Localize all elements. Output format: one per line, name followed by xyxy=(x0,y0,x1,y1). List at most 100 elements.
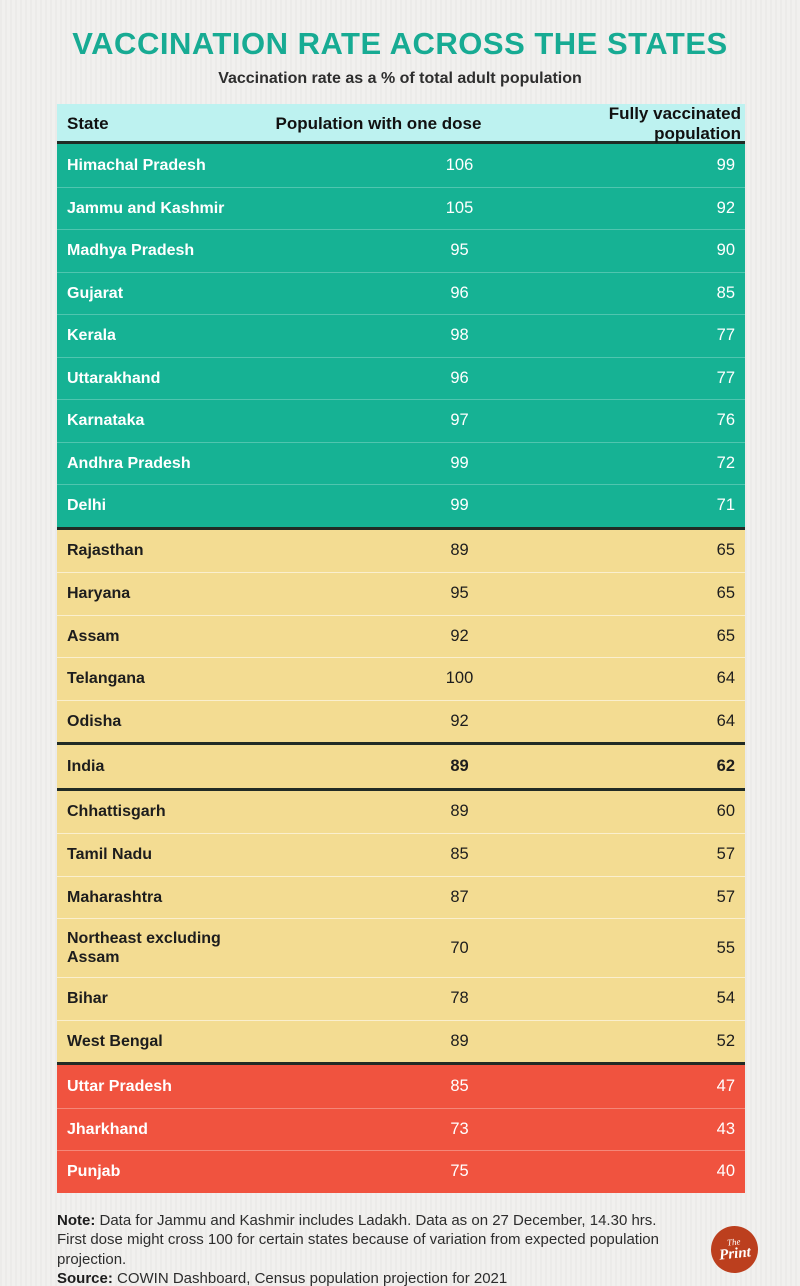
one-dose-value-cell: 95 xyxy=(450,584,469,603)
fully-vaccinated-value-cell: 55 xyxy=(716,938,735,957)
table-body: Himachal Pradesh 106 99 Jammu and Kashmir 10… xyxy=(57,141,745,1193)
one-dose-value-cell: 106 xyxy=(445,155,474,174)
state-name-cell: Jharkhand xyxy=(67,1120,148,1138)
state-name-cell: Tamil Nadu xyxy=(67,846,153,864)
logo-text-print: Print xyxy=(718,1243,752,1264)
table-row: Uttarakhand 96 77 xyxy=(57,356,745,399)
one-dose-value-cell: 96 xyxy=(450,368,469,387)
one-dose-value-cell: 99 xyxy=(450,453,469,472)
table-row: Assam 92 65 xyxy=(57,614,745,657)
fully-vaccinated-value-cell: 90 xyxy=(716,241,735,260)
fully-vaccinated-value-cell: 43 xyxy=(716,1119,735,1138)
fully-vaccinated-value-cell: 64 xyxy=(716,711,735,730)
one-dose-value-cell: 70 xyxy=(450,938,469,957)
state-name-cell: Bihar xyxy=(67,990,108,1008)
table-section-low-red: Uttar Pradesh 85 47 Jharkhand 73 43 Punjab 75 40 xyxy=(57,1062,745,1193)
fully-vaccinated-value-cell: 64 xyxy=(716,669,735,688)
table-row: Northeast excluding Assam 70 55 xyxy=(57,918,745,977)
state-name-cell: Telangana xyxy=(67,670,145,688)
state-name-cell: Karnataka xyxy=(67,412,145,430)
fully-vaccinated-value-cell: 71 xyxy=(716,496,735,515)
table-header: State Population with one dose Fully vac… xyxy=(57,104,745,143)
one-dose-value-cell: 85 xyxy=(450,1076,469,1095)
column-header-fully-vaccinated: Fully vaccinated population xyxy=(608,104,741,143)
fully-vaccinated-value-cell: 60 xyxy=(716,802,735,821)
state-name-cell: West Bengal xyxy=(67,1032,163,1050)
table-row: Haryana 95 65 xyxy=(57,572,745,615)
state-name-cell: Himachal Pradesh xyxy=(67,156,206,174)
table-row: Himachal Pradesh 106 99 xyxy=(57,144,745,187)
state-name-cell: Maharashtra xyxy=(67,888,163,906)
state-name-cell: India xyxy=(67,757,105,775)
table-row: Andhra Pradesh 99 72 xyxy=(57,441,745,484)
table-section-mid-yellow-lower: Chhattisgarh 89 60 Tamil Nadu 85 57 Maharashtr… xyxy=(57,787,745,1062)
table-section-high-teal: Himachal Pradesh 106 99 Jammu and Kashmir 10… xyxy=(57,141,745,527)
note-label: Note: xyxy=(57,1211,96,1229)
table-row: Bihar 78 54 xyxy=(57,977,745,1020)
state-name-cell: Rajasthan xyxy=(67,542,144,560)
table-row: Maharashtra 87 57 xyxy=(57,875,745,918)
table-row: Kerala 98 77 xyxy=(57,314,745,357)
fully-vaccinated-value-cell: 72 xyxy=(716,453,735,472)
table-row: Odisha 92 64 xyxy=(57,699,745,742)
footer: Note: Data for Jammu and Kashmir include… xyxy=(57,1211,761,1286)
state-name-cell: Chhattisgarh xyxy=(67,803,166,821)
fully-vaccinated-value-cell: 57 xyxy=(716,887,735,906)
state-name-cell: Madhya Pradesh xyxy=(67,242,195,260)
fully-vaccinated-value-cell: 65 xyxy=(716,541,735,560)
state-name-cell: Uttarakhand xyxy=(67,369,161,387)
state-name-cell: Odisha xyxy=(67,712,122,730)
table-row: India 89 62 xyxy=(57,745,745,788)
page-subtitle: Vaccination rate as a % of total adult p… xyxy=(218,70,582,87)
fully-vaccinated-value-cell: 65 xyxy=(716,626,735,645)
table-row: Madhya Pradesh 95 90 xyxy=(57,229,745,272)
fully-vaccinated-value-cell: 47 xyxy=(716,1076,735,1095)
state-name-cell: Kerala xyxy=(67,327,116,345)
one-dose-value-cell: 100 xyxy=(445,669,474,688)
state-name-cell: Jammu and Kashmir xyxy=(67,199,225,217)
fully-vaccinated-value-cell: 77 xyxy=(716,368,735,387)
one-dose-value-cell: 78 xyxy=(450,989,469,1008)
table-row: West Bengal 89 52 xyxy=(57,1019,745,1062)
state-name-cell: Andhra Pradesh xyxy=(67,454,191,472)
table-row: Rajasthan 89 65 xyxy=(57,529,745,572)
column-header-state: State xyxy=(67,114,109,133)
fully-vaccinated-value-cell: 40 xyxy=(716,1162,735,1181)
fully-vaccinated-value-cell: 62 xyxy=(716,756,735,775)
one-dose-value-cell: 73 xyxy=(450,1119,469,1138)
table-row: Telangana 100 64 xyxy=(57,657,745,700)
theprint-logo: The Print xyxy=(708,1223,761,1276)
one-dose-value-cell: 98 xyxy=(450,326,469,345)
one-dose-value-cell: 92 xyxy=(450,711,469,730)
table-row: Punjab 75 40 xyxy=(57,1150,745,1193)
one-dose-value-cell: 75 xyxy=(450,1162,469,1181)
one-dose-value-cell: 95 xyxy=(450,241,469,260)
table-row: Jharkhand 73 43 xyxy=(57,1107,745,1150)
fully-vaccinated-value-cell: 77 xyxy=(716,326,735,345)
one-dose-value-cell: 92 xyxy=(450,626,469,645)
table-row: Karnataka 97 76 xyxy=(57,399,745,442)
table-row: Tamil Nadu 85 57 xyxy=(57,833,745,876)
one-dose-value-cell: 89 xyxy=(450,756,469,775)
table-section-mid-yellow-upper: Rajasthan 89 65 Haryana 95 65 Assam 92 65 Telanga… xyxy=(57,526,745,742)
fully-vaccinated-value-cell: 54 xyxy=(716,989,735,1008)
one-dose-value-cell: 99 xyxy=(450,496,469,515)
state-name-cell: Haryana xyxy=(67,585,131,603)
one-dose-value-cell: 89 xyxy=(450,802,469,821)
note-text: Data for Jammu and Kashmir includes Lada… xyxy=(57,1211,659,1268)
vaccination-table: State Population with one dose Fully vac… xyxy=(57,104,745,1193)
state-name-cell: Northeast excluding Assam xyxy=(67,930,221,966)
one-dose-value-cell: 96 xyxy=(450,283,469,302)
one-dose-value-cell: 89 xyxy=(450,541,469,560)
fully-vaccinated-value-cell: 52 xyxy=(716,1031,735,1050)
one-dose-value-cell: 89 xyxy=(450,1031,469,1050)
fully-vaccinated-value-cell: 85 xyxy=(716,283,735,302)
state-name-cell: Punjab xyxy=(67,1163,121,1181)
one-dose-value-cell: 85 xyxy=(450,845,469,864)
one-dose-value-cell: 87 xyxy=(450,887,469,906)
fully-vaccinated-value-cell: 76 xyxy=(716,411,735,430)
table-row: Gujarat 96 85 xyxy=(57,271,745,314)
fully-vaccinated-value-cell: 57 xyxy=(716,845,735,864)
fully-vaccinated-value-cell: 65 xyxy=(716,584,735,603)
state-name-cell: Gujarat xyxy=(67,284,124,302)
